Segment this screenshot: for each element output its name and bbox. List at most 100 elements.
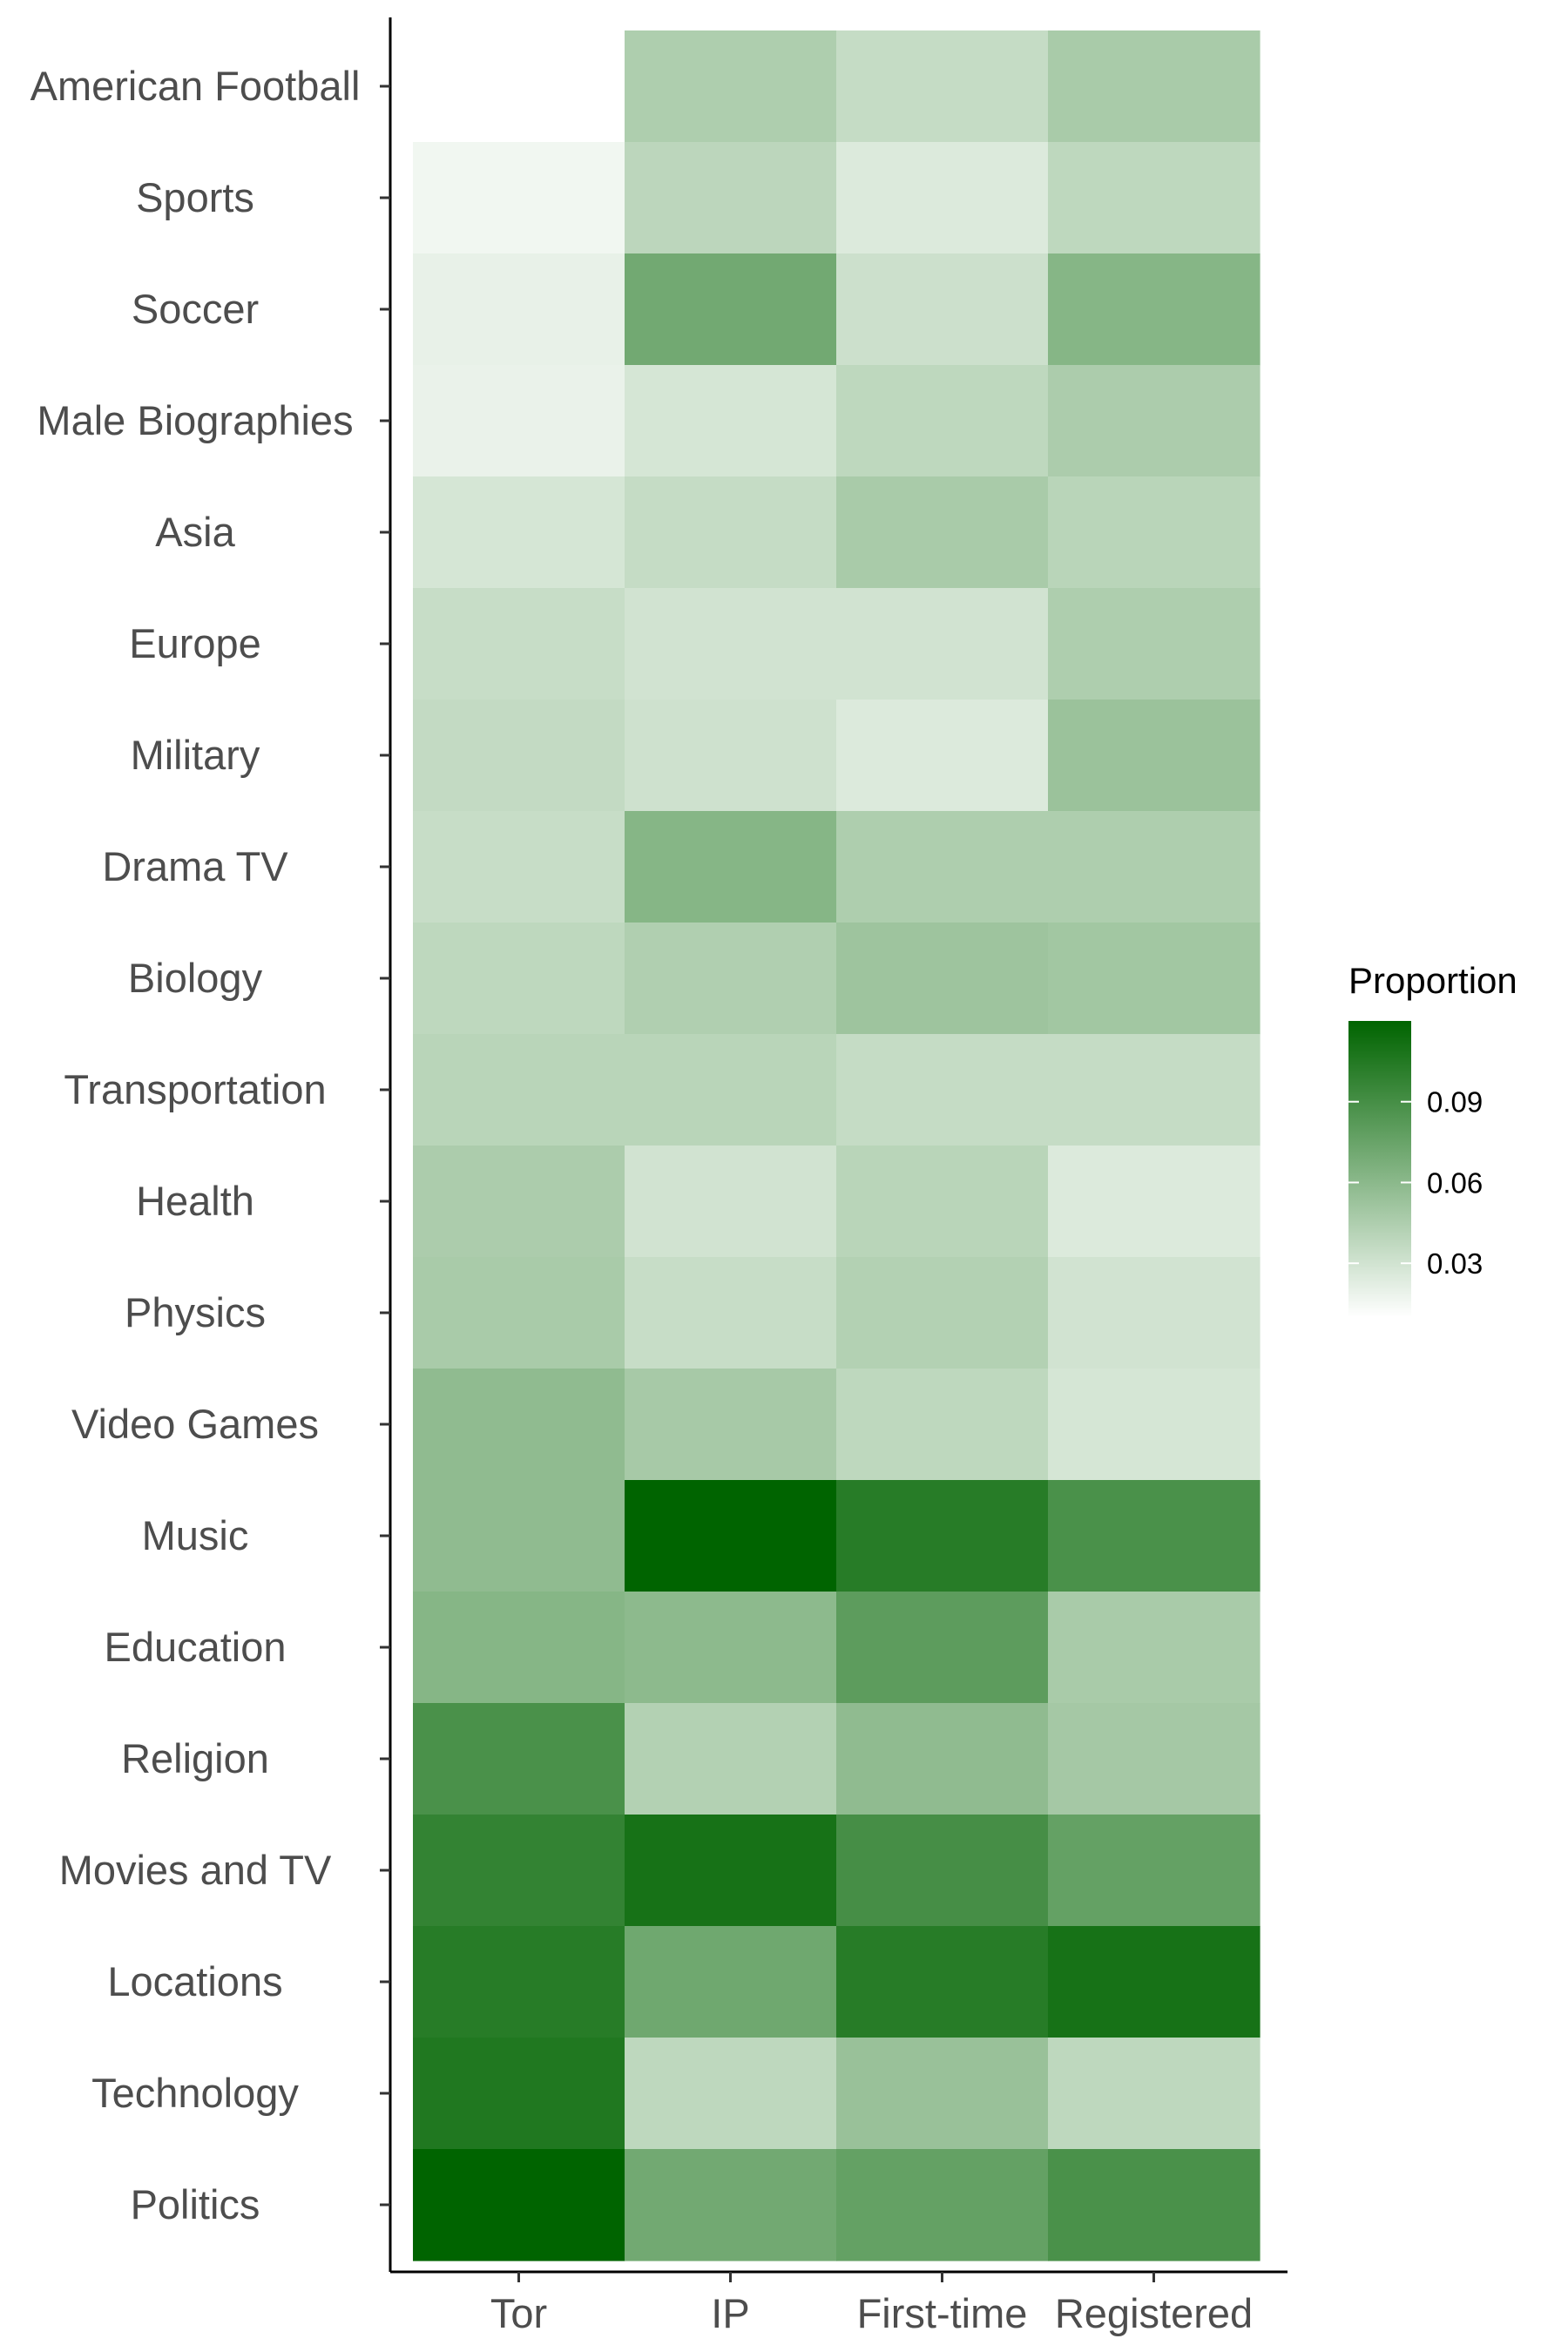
heatmap-cell — [413, 700, 625, 812]
heatmap-cell — [413, 476, 625, 589]
heatmap-cell — [836, 1480, 1049, 1592]
heatmap-cell — [1048, 1257, 1260, 1369]
heatmap-cell — [1048, 2149, 1260, 2261]
y-tick-label: Europe — [129, 620, 261, 666]
heatmap-cell — [1048, 1592, 1260, 1704]
heatmap-cell — [625, 1815, 837, 1927]
legend-tick-label: 0.09 — [1427, 1086, 1483, 1119]
y-tick-label: Politics — [131, 2181, 260, 2227]
heatmap-cell — [836, 142, 1049, 254]
heatmap-cell — [1048, 253, 1260, 366]
x-tick-label: First-time — [857, 2290, 1028, 2336]
y-tick-label: Asia — [155, 509, 235, 555]
heatmap-cell — [1048, 30, 1260, 143]
heatmap-cell — [836, 700, 1049, 812]
heatmap-cell — [836, 253, 1049, 366]
heatmap-cell — [836, 476, 1049, 589]
y-tick-label: Health — [136, 1178, 254, 1224]
y-tick-label: Drama TV — [102, 843, 288, 889]
y-tick-label: Education — [104, 1624, 286, 1670]
y-tick-label: Religion — [121, 1735, 269, 1781]
heatmap-cells — [413, 30, 1260, 2261]
y-tick-label: American Football — [30, 63, 361, 109]
heatmap-cell — [836, 365, 1049, 477]
y-tick-label: Biology — [128, 955, 263, 1001]
y-tick-label: Soccer — [132, 286, 259, 332]
heatmap-cell — [836, 923, 1049, 1035]
heatmap-cell — [1048, 476, 1260, 589]
heatmap-cell — [1048, 1815, 1260, 1927]
x-tick-label: Tor — [490, 2290, 547, 2336]
heatmap-cell — [1048, 142, 1260, 254]
heatmap-cell — [413, 365, 625, 477]
heatmap-cell — [1048, 811, 1260, 923]
heatmap-cell — [413, 811, 625, 923]
legend: Proportion 0.09 0.06 0.03 — [1348, 960, 1517, 1317]
heatmap-cell — [413, 1703, 625, 1815]
heatmap-cell — [625, 1926, 837, 2038]
y-tick-label: Transportation — [64, 1066, 326, 1112]
heatmap-cell — [413, 1926, 625, 2038]
heatmap-cell — [625, 1703, 837, 1815]
heatmap-cell — [625, 2038, 837, 2150]
y-tick-label: Technology — [91, 2070, 299, 2116]
heatmap-cell — [625, 588, 837, 700]
heatmap-cell — [413, 1815, 625, 1927]
heatmap-cell — [836, 1592, 1049, 1704]
heatmap-cell — [625, 1480, 837, 1592]
y-tick-label: Music — [142, 1512, 249, 1558]
heatmap-cell — [1048, 1703, 1260, 1815]
heatmap-cell — [413, 1034, 625, 1146]
heatmap-cell — [413, 923, 625, 1035]
heatmap-cell — [413, 253, 625, 366]
heatmap-cell — [836, 30, 1049, 143]
heatmap-cell — [836, 1926, 1049, 2038]
x-tick-label: Registered — [1055, 2290, 1253, 2336]
y-tick-label: Military — [131, 732, 260, 778]
heatmap-cell — [413, 1592, 625, 1704]
heatmap-cell — [413, 30, 625, 143]
heatmap-cell — [625, 1369, 837, 1481]
heatmap-cell — [1048, 1369, 1260, 1481]
y-tick-label: Male Biographies — [37, 397, 353, 443]
heatmap-cell — [413, 588, 625, 700]
heatmap-cell — [1048, 923, 1260, 1035]
heatmap-cell — [625, 365, 837, 477]
heatmap-cell — [625, 700, 837, 812]
heatmap-cell — [1048, 2038, 1260, 2150]
heatmap-cell — [836, 1034, 1049, 1146]
heatmap-cell — [625, 476, 837, 589]
heatmap-cell — [413, 2038, 625, 2150]
heatmap-cell — [836, 1703, 1049, 1815]
heatmap-cell — [836, 588, 1049, 700]
heatmap-cell — [836, 2038, 1049, 2150]
heatmap-cell — [836, 1369, 1049, 1481]
x-axis: Tor IP First-time Registered — [390, 2270, 1288, 2336]
heatmap-cell — [625, 30, 837, 143]
heatmap-cell — [625, 1146, 837, 1258]
heatmap-cell — [625, 1034, 837, 1146]
heatmap-cell — [836, 1815, 1049, 1927]
y-tick-label: Movies and TV — [59, 1847, 332, 1893]
heatmap-cell — [625, 2149, 837, 2261]
heatmap-cell — [836, 1146, 1049, 1258]
y-tick-label: Locations — [107, 1958, 282, 2004]
y-axis: American Football Sports Soccer Male Biogra… — [30, 17, 392, 2272]
y-tick-label: Video Games — [71, 1401, 319, 1447]
heatmap-cell — [1048, 588, 1260, 700]
heatmap-cell — [836, 1257, 1049, 1369]
heatmap-cell — [625, 1257, 837, 1369]
heatmap-cell — [625, 923, 837, 1035]
heatmap-cell — [1048, 700, 1260, 812]
heatmap-cell — [413, 1257, 625, 1369]
heatmap-cell — [413, 1146, 625, 1258]
heatmap-cell — [1048, 1480, 1260, 1592]
heatmap-cell — [1048, 365, 1260, 477]
heatmap-cell — [1048, 1926, 1260, 2038]
heatmap-cell — [625, 811, 837, 923]
heatmap-cell — [1048, 1034, 1260, 1146]
heatmap-cell — [836, 2149, 1049, 2261]
legend-title: Proportion — [1348, 960, 1517, 1001]
legend-tick-label: 0.03 — [1427, 1247, 1483, 1280]
